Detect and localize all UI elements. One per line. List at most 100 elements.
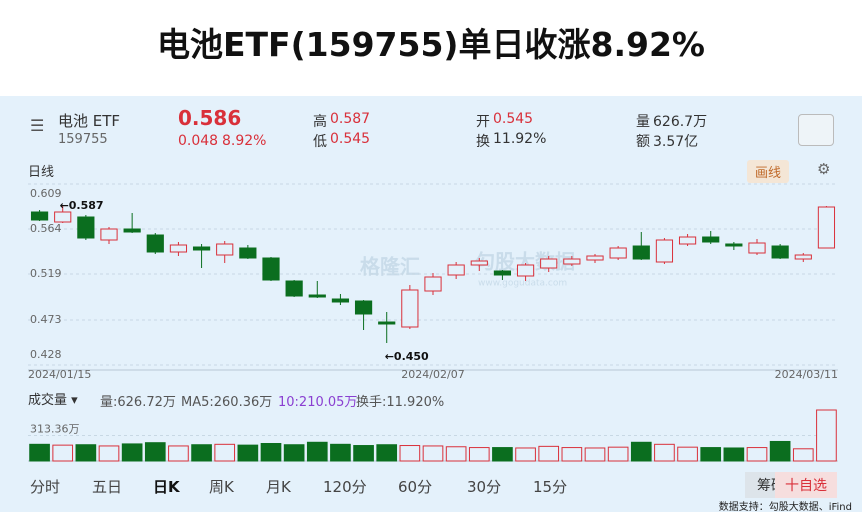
candle-body [285,280,303,297]
ma10-text: 10:210.05万 [278,395,358,410]
turnover-text: 换手:11.920% [356,395,445,410]
candle-body [702,236,720,243]
turnover: 11.92% [493,131,547,147]
candle-body [100,228,118,241]
price: 0.586 [178,106,242,130]
candle-body [771,245,789,259]
volume-bar [214,443,236,462]
amount-label: 额 [636,134,650,150]
candle-body [516,264,535,277]
watch-button[interactable]: 十自选 [775,472,837,498]
period-tab[interactable]: 月K [266,478,291,496]
candle-body [401,289,419,328]
indicator: 成交量 [28,393,68,408]
volume: 626.7万 [653,114,708,130]
candle-body [216,243,234,256]
volume-bar [769,440,791,462]
volume-bar [353,445,374,462]
candle-body [424,276,442,292]
ma5-text: MA5:260.36万 [181,395,273,410]
y-tick-label: 0.428 [30,348,62,361]
high-marker: ←0.587 [60,199,104,212]
footer: 数据支持：勾股大数据、iFind [718,502,852,513]
period-tab[interactable]: 120分 [323,478,367,496]
volume-label: 量 [636,114,650,130]
y-tick-label: 0.473 [30,313,62,326]
candle-body [540,258,558,269]
volume-bar [677,446,698,462]
volume-bar [237,444,259,462]
change-pct: 8.92% [222,133,267,149]
candle-body [563,258,581,265]
volume-bar [584,447,606,462]
volume-bar [700,447,722,462]
period-tab[interactable]: 30分 [467,478,502,496]
candle-body [493,270,512,276]
candle-body [77,216,95,239]
high: 0.587 [330,111,371,127]
volume-bar [515,447,536,462]
volume-bar [306,441,328,462]
y-tick-label: 0.609 [30,187,62,200]
stock-name: 电池 ETF [58,112,121,130]
volume-bar [75,444,97,462]
low-label: 低 [313,134,327,150]
amount: 3.57亿 [653,134,699,150]
settings-icon[interactable]: ⚙ [817,160,831,178]
indicator-select[interactable]: 成交量 ▾ [28,393,78,408]
volume-bar [816,409,837,462]
layout-button[interactable] [798,114,834,146]
menu-icon[interactable]: ☰ [30,116,45,135]
watermark-url: www.gogudata.com [478,279,567,289]
volume-bar [330,443,351,462]
volume-bar [98,445,120,462]
candle-body [239,247,257,259]
y-tick-label: 0.564 [30,222,62,235]
candle-body [146,234,164,253]
volume-bar [121,443,143,462]
candle-body [378,321,396,325]
candle-body [447,264,465,276]
draw-button[interactable]: 画线 [747,160,790,183]
low-marker: ←0.450 [385,350,429,363]
stock-panel [0,96,862,512]
candle-body [817,206,836,249]
x-tick-label: 2024/03/11 [775,368,838,381]
volume-bar [654,443,675,462]
candle-body [354,300,373,315]
open: 0.545 [493,111,534,127]
period-tab[interactable]: 15分 [533,478,568,496]
volume-bar [630,441,652,462]
candle-body [308,294,326,298]
change: 0.048 [178,133,219,149]
candle-body [794,254,812,260]
candle-body [678,236,697,245]
period-tab[interactable]: 60分 [398,478,433,496]
volume-bar [52,444,74,462]
volume-tick-label: 313.36万 [30,423,80,436]
turnover-label: 换 [476,134,490,150]
volume-bar [746,447,768,462]
candle-body [123,228,141,233]
volume-bar [260,443,282,462]
period-tab[interactable]: 分时 [30,478,61,496]
candle-body [262,257,280,281]
stock-code: 159755 [58,132,108,147]
volume-bar [191,444,212,462]
candle-body [655,239,674,263]
watermark-brand: 格隆汇 [360,255,420,279]
period-tab[interactable]: 周K [209,478,234,496]
period-label: 日线 [28,165,55,180]
volume-bar [561,447,583,462]
candle-body [470,260,488,266]
volume-bar [792,448,814,462]
volume-bar [468,447,490,462]
candle-body [609,247,627,259]
candle-body [169,244,188,253]
volume-bar [376,444,398,462]
candle-body [30,211,49,221]
period-tab[interactable]: 五日 [92,478,123,496]
period-tab[interactable]: 日K [153,478,180,496]
candle-body [725,243,743,247]
